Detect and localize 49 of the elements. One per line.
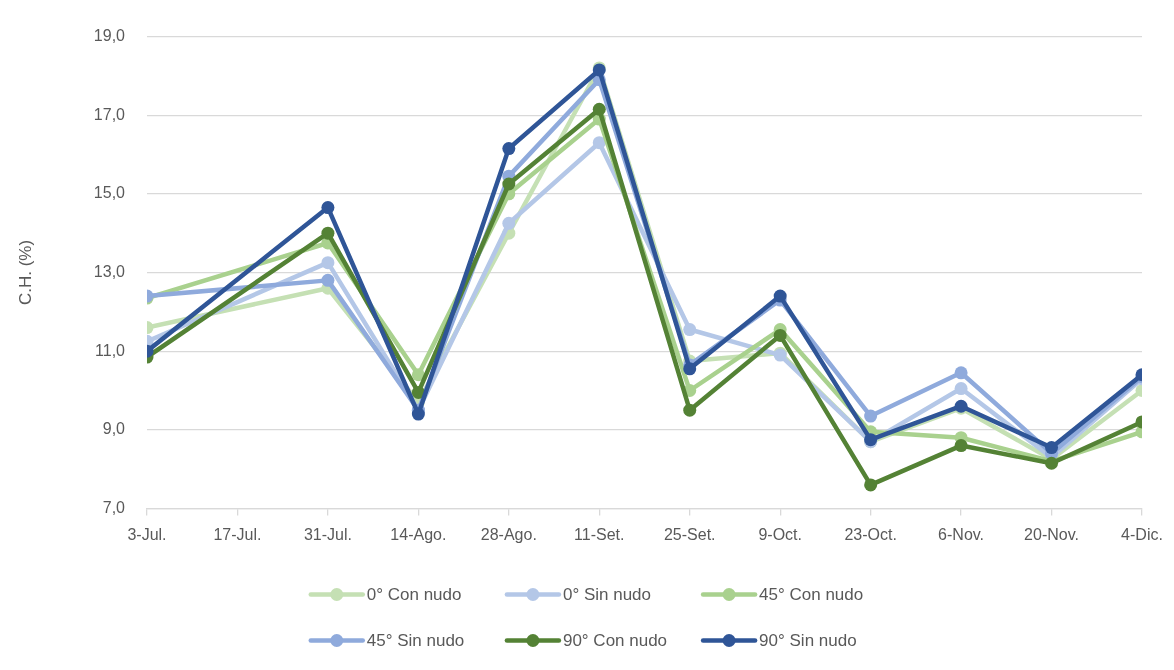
y-tick-label: 19,0 [93, 26, 126, 44]
point [592, 102, 606, 116]
point [773, 289, 787, 303]
legend-label: 45° Sin nudo [366, 631, 465, 651]
x-tick-label: 20-Nov. [1024, 525, 1079, 543]
point [411, 385, 425, 399]
point [411, 407, 425, 421]
legend-label: 90° Con nudo [562, 631, 668, 651]
legend-label: 0° Sin nudo [562, 585, 652, 605]
point [864, 478, 878, 492]
x-tick-label: 11-Set. [574, 525, 625, 543]
point [954, 366, 968, 380]
y-tick-label: 15,0 [93, 184, 126, 202]
point [773, 328, 787, 342]
legend-label: 45° Con nudo [759, 585, 864, 605]
point [864, 409, 878, 423]
legend-label: 0° Con nudo [366, 585, 462, 605]
point [683, 403, 697, 417]
point [592, 136, 606, 150]
y-tick-label: 17,0 [93, 105, 126, 123]
x-tick-label: 31-Jul. [303, 525, 352, 543]
y-tick-label: 9,0 [102, 420, 126, 438]
point [1045, 441, 1059, 455]
x-tick-label: 23-Oct. [844, 525, 897, 543]
y-tick-label: 11,0 [95, 341, 126, 359]
x-tick-label: 14-Ago. [390, 525, 447, 543]
y-axis-title: C.H. (%) [15, 239, 35, 306]
point [954, 382, 968, 396]
point [321, 256, 335, 270]
legend-label: 90° Sin nudo [759, 631, 857, 651]
point [683, 362, 697, 376]
y-tick-label: 7,0 [102, 498, 126, 516]
x-tick-label: 28-Ago. [480, 525, 537, 543]
point [502, 216, 516, 230]
y-tick-label: 13,0 [93, 262, 126, 280]
point [683, 323, 697, 337]
point [321, 273, 335, 287]
x-tick-label: 17-Jul. [213, 525, 262, 543]
point [321, 201, 335, 215]
point [954, 439, 968, 453]
x-tick-label: 4-Dic. [1121, 525, 1163, 543]
x-tick-label: 9-Oct. [758, 525, 802, 543]
point [502, 142, 516, 156]
point [321, 226, 335, 240]
x-tick-label: 3-Jul. [127, 525, 167, 543]
point [411, 368, 425, 382]
point [502, 177, 516, 191]
x-tick-label: 25-Set. [663, 525, 716, 543]
x-tick-label: 6-Nov. [938, 525, 985, 543]
